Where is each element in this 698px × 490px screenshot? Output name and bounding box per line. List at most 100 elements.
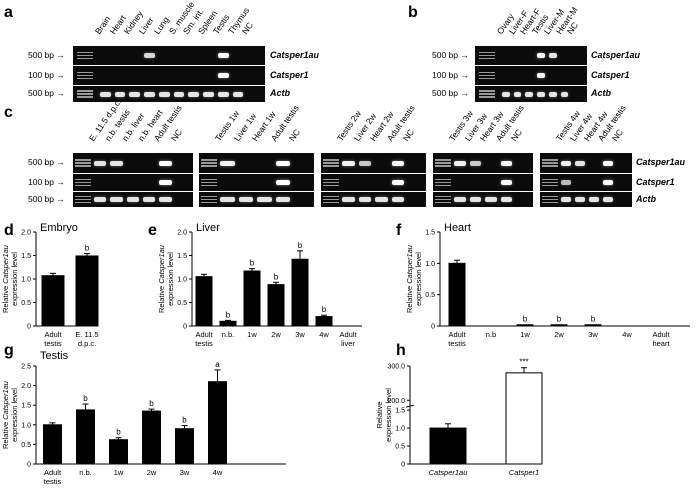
ladder-band — [435, 159, 451, 161]
gel-strip — [475, 86, 587, 102]
panel-letter-f: f — [396, 222, 402, 239]
y-tick-label: 1.0 — [395, 426, 405, 433]
x-tick-label: liver — [341, 339, 355, 348]
ladder-band — [479, 96, 495, 98]
bar — [76, 409, 95, 465]
gel-band — [203, 91, 214, 97]
bar — [243, 270, 261, 327]
ladder-band — [435, 162, 451, 164]
gel-band — [217, 53, 229, 58]
x-tick-label: heart — [652, 339, 670, 348]
bar — [267, 284, 285, 327]
bar — [550, 324, 568, 327]
gel-band — [589, 197, 599, 202]
y-tick-label: 1.0 — [21, 277, 31, 284]
y-label-line2: expression level — [414, 252, 423, 306]
panel-letter-h: h — [396, 342, 406, 359]
gel-band — [143, 197, 156, 202]
gel-strip — [321, 153, 426, 173]
gel-band — [537, 73, 545, 78]
ladder-band — [479, 90, 495, 92]
gel-band — [525, 91, 534, 97]
y-tick-label: 1.5 — [425, 230, 435, 237]
gel-strip — [73, 66, 265, 85]
y-label-gene: Catsper1au — [1, 244, 10, 284]
x-tick-label: 1w — [114, 468, 124, 477]
y-label-line2: expression level — [384, 388, 393, 442]
gene-label: Catsper1au — [636, 157, 686, 167]
ladder-band — [75, 184, 91, 186]
gel-band — [537, 91, 545, 97]
ladder-band — [77, 51, 93, 53]
gel-strip — [433, 174, 533, 191]
gene-label: Catsper1 — [591, 69, 630, 80]
y-axis-label: Relative Catsper1auexpression level — [157, 244, 175, 313]
ladder-band — [323, 165, 339, 167]
gel-band — [561, 197, 571, 202]
ladder-band — [323, 201, 339, 203]
ladder-band — [201, 162, 217, 164]
gel-band — [275, 197, 291, 202]
x-tick-label: d.p.c. — [78, 339, 96, 348]
y-tick-label: 1.5 — [395, 408, 405, 415]
gene-label: Catsper1au — [270, 49, 320, 60]
y-tick-label: 0 — [27, 462, 31, 469]
gel-band — [159, 160, 172, 166]
gel-band — [537, 53, 545, 58]
ladder-band — [201, 195, 217, 197]
gel-band — [358, 197, 372, 202]
gel-band — [257, 197, 272, 202]
bar — [291, 258, 309, 327]
gel-band — [575, 197, 585, 202]
gel-band — [238, 197, 254, 202]
chart-d: Relative Catsper1auexpression level 0 0.5 1… — [1, 230, 99, 349]
gel-band — [159, 197, 172, 202]
x-tick-label: 4w — [622, 330, 632, 339]
x-tick-label: 4w — [213, 468, 223, 477]
x-tick-label: Catsper1 — [509, 468, 539, 477]
gel-strip — [433, 153, 533, 173]
ladder-band — [323, 162, 339, 164]
y-axis-label: Relative Catsper1auexpression level — [1, 380, 19, 449]
bar — [43, 424, 62, 465]
x-tick-label: Adult — [44, 468, 62, 477]
gel-band — [158, 91, 170, 97]
axis-break — [405, 404, 415, 408]
panel-letter-g: g — [4, 342, 14, 359]
y-label-gene: Catsper1au — [157, 244, 166, 284]
ladder-band — [479, 77, 495, 79]
x-tick-label: 3w — [180, 468, 190, 477]
gel-band — [561, 180, 571, 185]
gel-band — [513, 91, 522, 97]
gene-label: Catsper1 — [636, 176, 675, 187]
size-marker: 500 bp → — [432, 49, 469, 60]
lane-label: NC — [168, 127, 184, 143]
ladder-band — [435, 201, 451, 203]
lane-label: Lung — [151, 14, 171, 36]
significance-label: b — [83, 394, 88, 403]
chart-title: Embryo — [40, 222, 78, 234]
y-label-line2: expression level — [10, 252, 19, 306]
significance-label: b — [250, 259, 255, 268]
y-tick-label: 0.5 — [21, 300, 31, 307]
x-tick-label: 1w — [247, 330, 257, 339]
ladder-band — [77, 93, 93, 95]
y-tick-label: 1.0 — [177, 277, 187, 284]
chart-h: Relativeexpression level 0 0.5 1.0 1.5 200.0 3… — [375, 358, 543, 477]
x-tick-label: 2w — [554, 330, 564, 339]
ladder-band — [479, 54, 495, 56]
size-marker: 500 bp → — [432, 88, 469, 98]
ladder-band — [75, 198, 91, 200]
x-tick-label: 2w — [147, 468, 157, 477]
gel-band — [603, 180, 613, 185]
gel-band — [159, 180, 172, 185]
gel-band — [485, 197, 497, 202]
bar — [448, 262, 466, 327]
x-tick-label: 3w — [295, 330, 305, 339]
x-tick-label: Adult — [448, 330, 466, 339]
y-tick-label: 200.0 — [387, 398, 405, 405]
bar — [75, 255, 99, 327]
gel-band — [188, 91, 200, 97]
gel-band — [173, 91, 185, 97]
gel-strip — [73, 153, 193, 173]
